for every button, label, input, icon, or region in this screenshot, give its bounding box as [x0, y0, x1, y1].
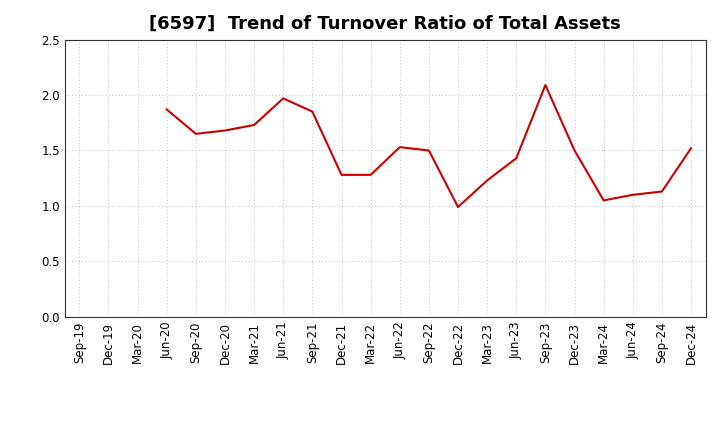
Title: [6597]  Trend of Turnover Ratio of Total Assets: [6597] Trend of Turnover Ratio of Total …	[149, 15, 621, 33]
